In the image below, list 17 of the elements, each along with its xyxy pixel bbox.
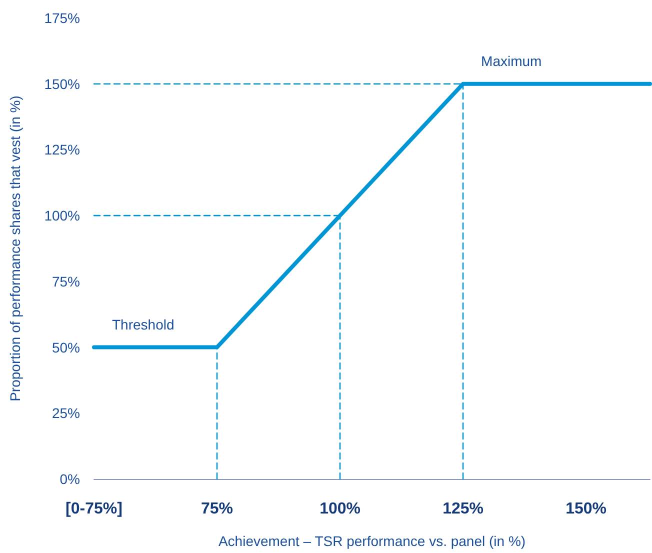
y-tick-label: 50%	[52, 339, 80, 356]
y-tick-label: 175%	[44, 10, 80, 26]
x-tick-label: 150%	[566, 500, 606, 518]
annotation: Threshold	[112, 316, 174, 332]
y-tick-label: 125%	[44, 142, 80, 158]
y-tick-label: 0%	[60, 471, 80, 487]
y-tick-label: 25%	[52, 405, 80, 422]
x-tick-label: 75%	[200, 500, 234, 518]
x-tick-label: 125%	[442, 500, 484, 518]
y-tick-label: 75%	[52, 273, 80, 290]
y-tick-label: 100%	[44, 208, 80, 224]
annotation: Maximum	[481, 52, 542, 69]
x-axis-title: Achievement – TSR performance vs. panel (in %)	[218, 533, 526, 549]
x-tick-label: 100%	[320, 500, 360, 518]
x-tick-label: [0-75%]	[66, 500, 122, 518]
y-axis-title: Proportion of performance shares that vest (in %)	[7, 96, 23, 402]
y-tick-label: 150%	[44, 76, 80, 92]
